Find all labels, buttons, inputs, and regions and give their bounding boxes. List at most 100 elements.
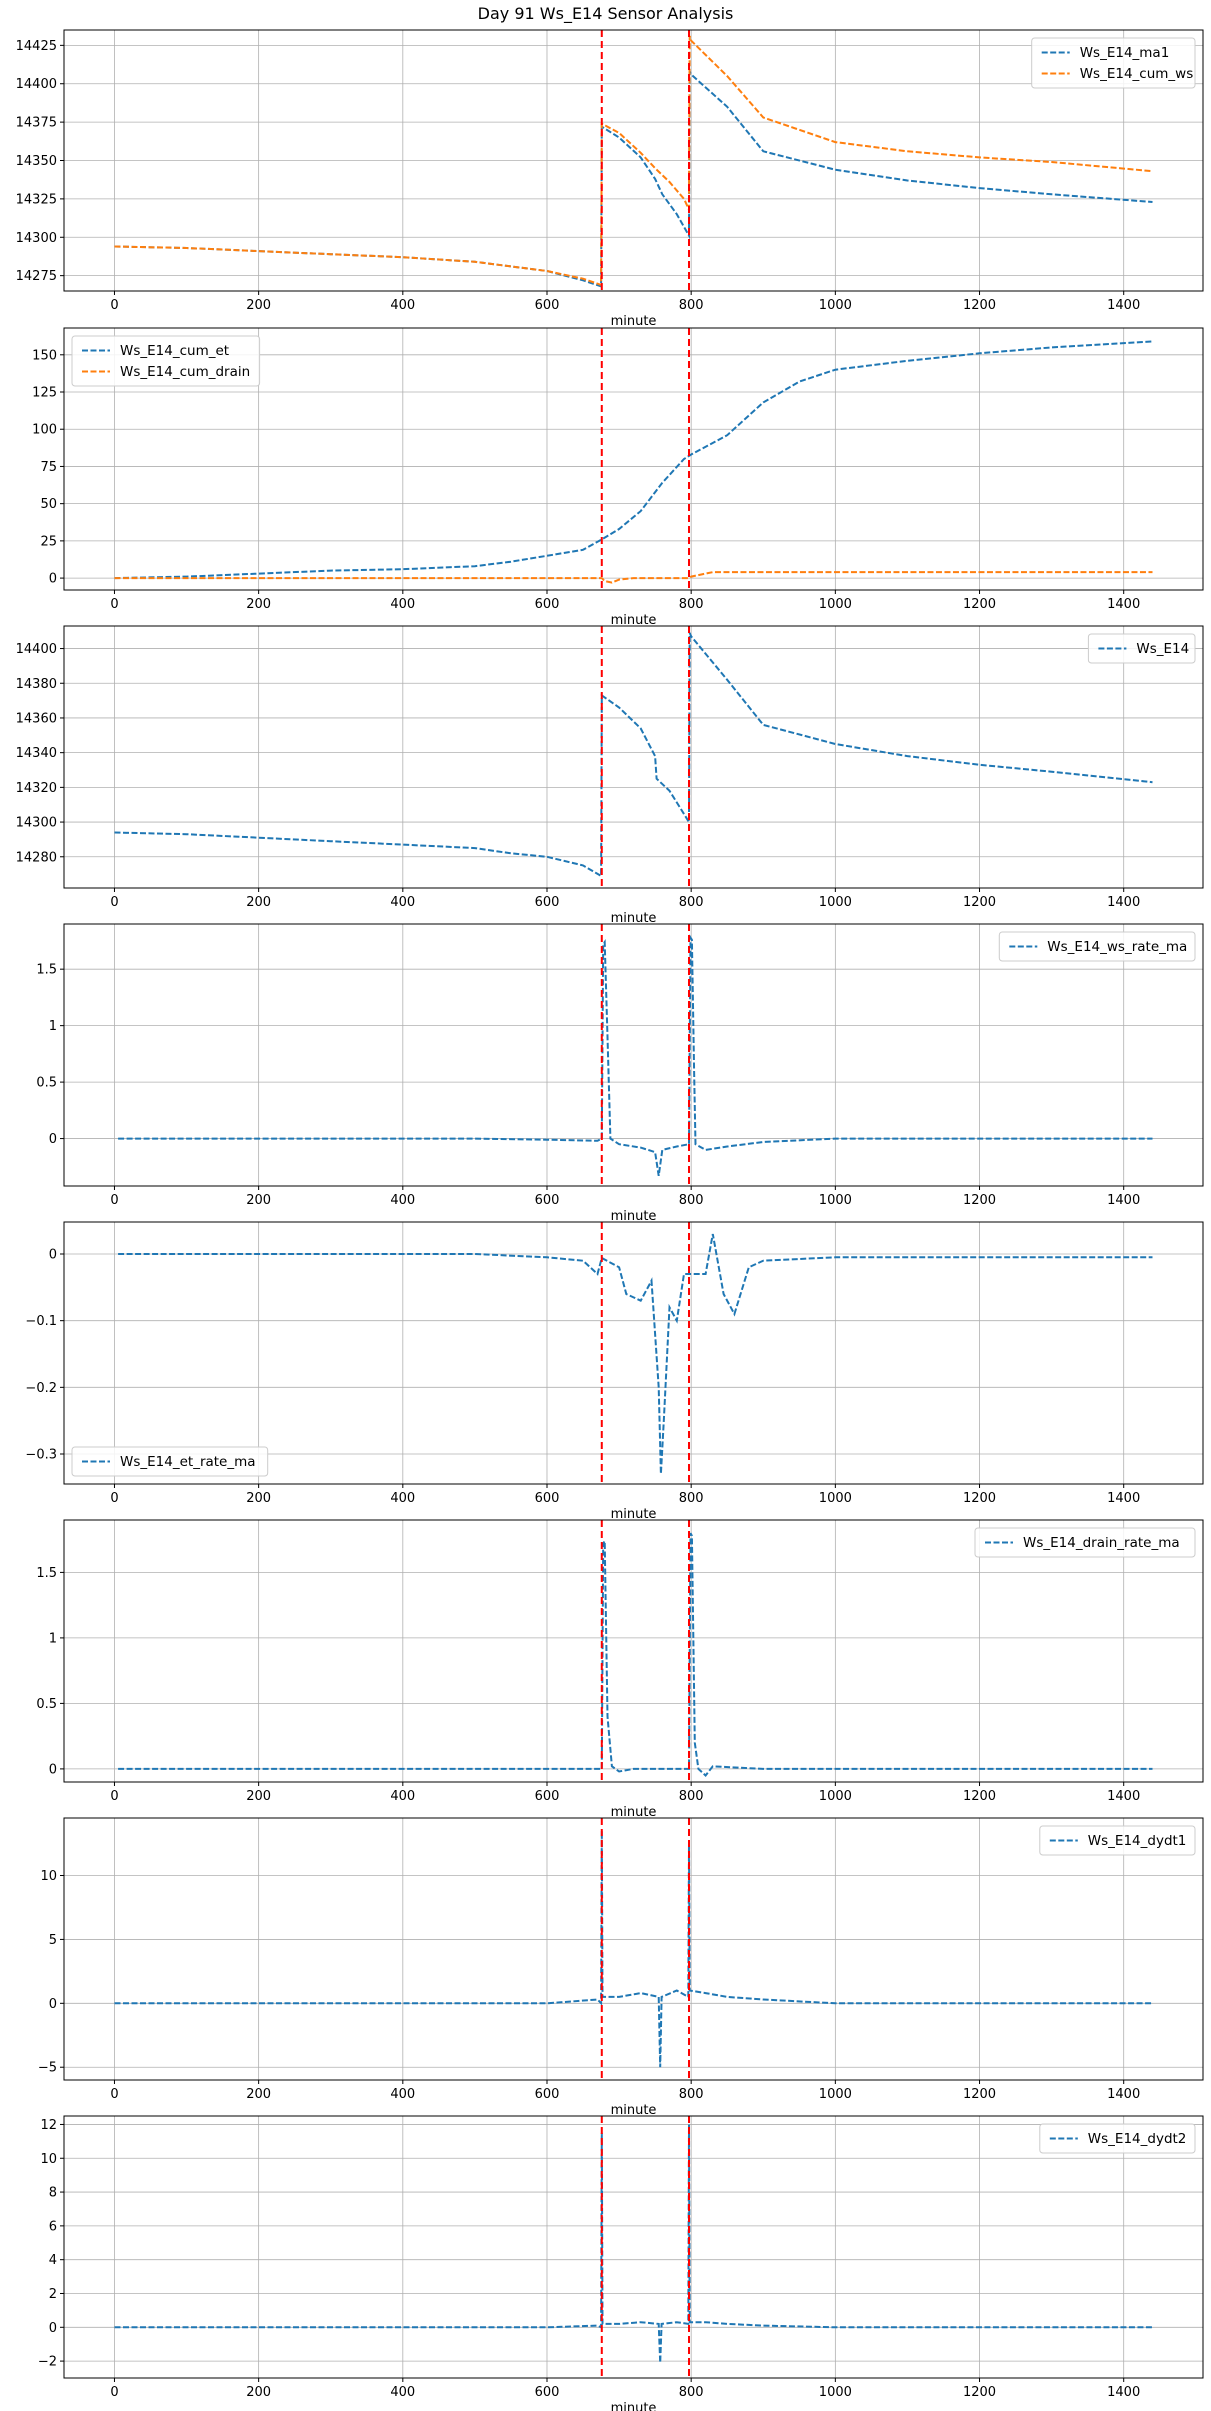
series-line-Ws_E14: [114, 632, 1153, 878]
panel-et-rate: 0 200 400 600 800 1000 1200 1400 0 −0.1 −0.2 −0.3 mi…: [25, 1221, 1204, 1522]
y-tick-label: −0.2: [25, 1381, 57, 1396]
y-tick-label: 1.5: [36, 963, 57, 978]
panel-cum-et-drain: 0 200 400 600 800 1000 1200 1400 0 25 50 75 100 125 15…: [32, 327, 1204, 628]
panel-dydt1: 0 200 400 600 800 1000 1200 1400 −5 0 5 10 minute Ws_…: [38, 1817, 1204, 2118]
x-tick-label: 1000: [819, 1193, 852, 1208]
x-tick-label: 1200: [963, 895, 996, 910]
x-tick-label: 800: [679, 2087, 704, 2102]
axes-frame: [63, 2115, 1204, 2379]
x-tick-label: 0: [110, 2385, 118, 2400]
legend-box: [974, 1527, 1196, 1558]
x-tick-label: 800: [679, 2385, 704, 2400]
x-tick-label: 800: [679, 1491, 704, 1506]
x-tick-label: 600: [535, 597, 560, 612]
x-tick-label: 1000: [819, 2385, 852, 2400]
panel-ws-rate: 0 200 400 600 800 1000 1200 1400 0 0.5 1 1.5 minute W…: [36, 923, 1204, 1224]
series-line-Ws_E14_ws_rate_ma: [118, 934, 1153, 1176]
y-tick-label: 6: [49, 2219, 57, 2234]
x-tick-label: 400: [390, 1193, 415, 1208]
x-tick-label: 600: [535, 2385, 560, 2400]
x-tick-label: 1200: [963, 597, 996, 612]
y-tick-label: 10: [40, 1869, 57, 1884]
x-axis-label: minute: [611, 2103, 657, 2118]
x-tick-label: 0: [110, 1789, 118, 1804]
legend-box: [1039, 2123, 1196, 2154]
x-tick-label: 200: [246, 895, 271, 910]
legend-box: [1031, 37, 1196, 89]
x-tick-label: 1000: [819, 597, 852, 612]
series-line-Ws_E14_ma1: [114, 71, 1153, 288]
legend-label: Ws_E14_drain_rate_ma: [1023, 1535, 1180, 1551]
x-tick-label: 1400: [1107, 1491, 1140, 1506]
x-axis-label: minute: [611, 613, 657, 628]
x-tick-label: 400: [390, 1491, 415, 1506]
y-tick-label: 0: [49, 2321, 57, 2336]
legend: Ws_E14_cum_et Ws_E14_cum_drain: [71, 335, 261, 387]
x-tick-label: 0: [110, 895, 118, 910]
x-tick-label: 200: [246, 597, 271, 612]
y-tick-label: 14375: [16, 116, 57, 131]
legend-box: [1087, 633, 1196, 664]
legend: Ws_E14_dydt1: [1039, 1825, 1196, 1856]
legend-box: [1039, 1825, 1196, 1856]
x-tick-label: 200: [246, 298, 271, 313]
x-tick-label: 800: [679, 597, 704, 612]
x-tick-label: 600: [535, 895, 560, 910]
x-tick-label: 400: [390, 1789, 415, 1804]
x-axis-label: minute: [611, 1805, 657, 1820]
y-tick-label: 4: [49, 2253, 57, 2268]
panel-ws: 0 200 400 600 800 1000 1200 1400 14280 14300 14320…: [16, 625, 1204, 926]
legend-label: Ws_E14_cum_ws: [1080, 66, 1194, 82]
y-tick-label: 5: [49, 1933, 57, 1948]
y-tick-label: 0: [49, 1762, 57, 1777]
x-tick-label: 200: [246, 1491, 271, 1506]
x-tick-label: 1000: [819, 2087, 852, 2102]
series-line-Ws_E14_et_rate_ma: [118, 1233, 1153, 1475]
legend: Ws_E14_ma1 Ws_E14_cum_ws: [1031, 37, 1196, 89]
series-line-Ws_E14_cum_ws: [114, 35, 1153, 287]
y-tick-label: 14350: [16, 154, 57, 169]
y-tick-label: 0.5: [36, 1076, 57, 1091]
panel-drain-rate: 0 200 400 600 800 1000 1200 1400 0 0.5 1 1.5 minute W…: [36, 1519, 1204, 1820]
x-tick-label: 400: [390, 597, 415, 612]
y-tick-label: 10: [40, 2152, 57, 2167]
panel-dydt2: 0 200 400 600 800 1000 1200 1400 −2 0 2 4 6 8 10 12 minu…: [38, 2115, 1204, 2411]
x-tick-label: 0: [110, 597, 118, 612]
panel-cum-ws: 0 200 400 600 800 1000 1200 1400 14275 14300 14325…: [16, 29, 1204, 329]
x-tick-label: 1200: [963, 2087, 996, 2102]
y-tick-label: 14360: [16, 711, 57, 726]
y-tick-label: 125: [32, 386, 57, 401]
y-tick-label: 14425: [16, 39, 57, 54]
y-tick-label: 50: [40, 497, 57, 512]
x-tick-label: 1400: [1107, 2385, 1140, 2400]
y-tick-label: 8: [49, 2186, 57, 2201]
x-tick-label: 1200: [963, 1789, 996, 1804]
y-tick-label: 100: [32, 423, 57, 438]
x-tick-label: 1400: [1107, 1193, 1140, 1208]
x-tick-label: 600: [535, 298, 560, 313]
x-tick-label: 200: [246, 1193, 271, 1208]
x-tick-label: 400: [390, 298, 415, 313]
y-tick-label: 1: [49, 1019, 57, 1034]
legend-box: [998, 931, 1196, 962]
y-tick-label: 0: [49, 1248, 57, 1263]
x-tick-label: 1200: [963, 298, 996, 313]
x-tick-label: 0: [110, 1193, 118, 1208]
x-tick-label: 600: [535, 2087, 560, 2102]
y-tick-label: 14280: [16, 850, 57, 865]
x-tick-label: 1000: [819, 298, 852, 313]
y-tick-label: 14400: [16, 77, 57, 92]
legend-label: Ws_E14: [1136, 641, 1189, 657]
y-tick-label: 1.5: [36, 1566, 57, 1581]
y-tick-label: 14300: [16, 231, 57, 246]
x-tick-label: 0: [110, 2087, 118, 2102]
x-tick-label: 1200: [963, 1193, 996, 1208]
axes-frame: [63, 1817, 1204, 2081]
axes-frame: [63, 1221, 1204, 1485]
y-tick-label: 2: [49, 2287, 57, 2302]
legend: Ws_E14_ws_rate_ma: [998, 931, 1196, 962]
x-axis-label: minute: [611, 2401, 657, 2411]
x-tick-label: 600: [535, 1789, 560, 1804]
legend-label: Ws_E14_dydt1: [1088, 1833, 1187, 1849]
x-tick-label: 0: [110, 298, 118, 313]
